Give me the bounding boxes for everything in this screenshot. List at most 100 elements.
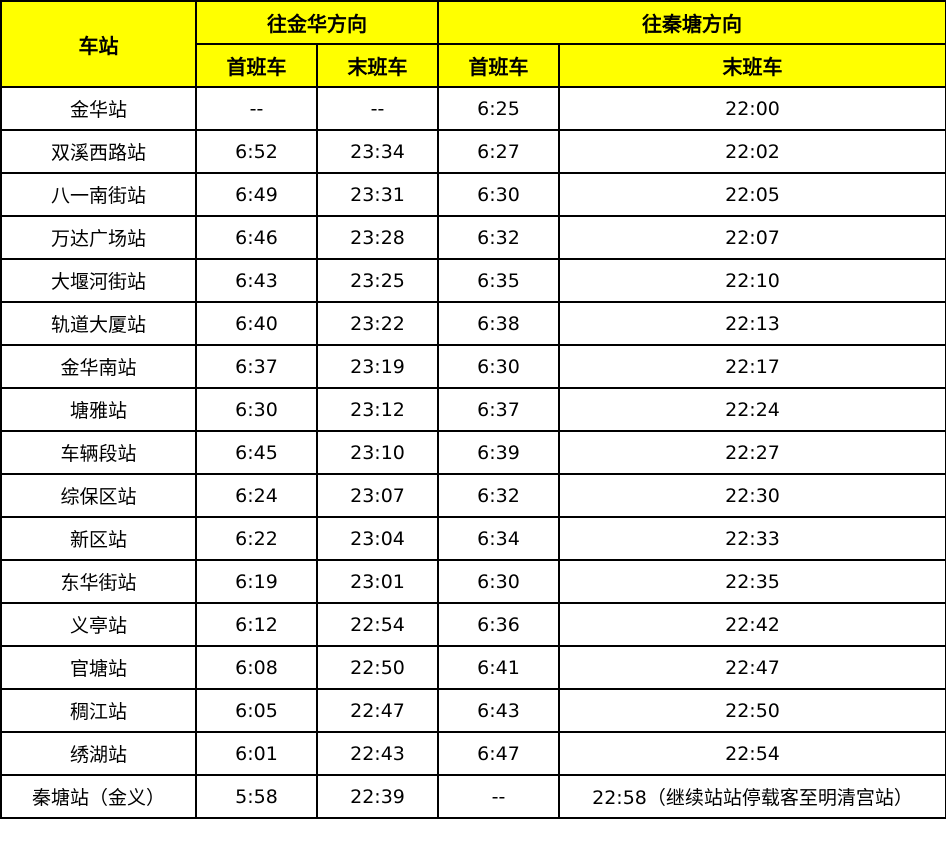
station-name: 轨道大厦站 — [0, 301, 197, 346]
qintang-first-train: 6:41 — [437, 645, 560, 690]
jinhua-last-train: 22:54 — [316, 602, 439, 647]
qintang-last-train: 22:24 — [558, 387, 946, 432]
table-row: 新区站 6:22 23:04 6:34 22:33 — [0, 516, 946, 561]
table-row: 八一南街站 6:49 23:31 6:30 22:05 — [0, 172, 946, 217]
station-name: 义亭站 — [0, 602, 197, 647]
jinhua-last-train: 23:34 — [316, 129, 439, 174]
qintang-first-train: 6:47 — [437, 731, 560, 776]
jinhua-last-train: 23:10 — [316, 430, 439, 475]
qintang-first-train: 6:30 — [437, 559, 560, 604]
qintang-last-train: 22:30 — [558, 473, 946, 518]
table-row: 车辆段站 6:45 23:10 6:39 22:27 — [0, 430, 946, 475]
station-name: 大堰河街站 — [0, 258, 197, 303]
jinhua-last-train: 23:28 — [316, 215, 439, 260]
qintang-last-train: 22:33 — [558, 516, 946, 561]
station-name: 东华街站 — [0, 559, 197, 604]
station-name: 综保区站 — [0, 473, 197, 518]
qintang-first-train: 6:27 — [437, 129, 560, 174]
qintang-last-train: 22:07 — [558, 215, 946, 260]
jinhua-last-train: 22:47 — [316, 688, 439, 733]
qintang-first-train: 6:38 — [437, 301, 560, 346]
station-name: 金华南站 — [0, 344, 197, 389]
jinhua-last-train: 23:19 — [316, 344, 439, 389]
station-name: 万达广场站 — [0, 215, 197, 260]
qintang-last-train: 22:05 — [558, 172, 946, 217]
qintang-first-train: 6:32 — [437, 473, 560, 518]
station-name: 秦塘站（金义） — [0, 774, 197, 819]
table-row: 官塘站 6:08 22:50 6:41 22:47 — [0, 645, 946, 690]
qintang-last-train: 22:00 — [558, 86, 946, 131]
jinhua-first-train: 6:40 — [195, 301, 318, 346]
qintang-last-train: 22:54 — [558, 731, 946, 776]
jinhua-first-train: 6:49 — [195, 172, 318, 217]
station-name: 双溪西路站 — [0, 129, 197, 174]
jinhua-last-train: 23:04 — [316, 516, 439, 561]
qintang-last-train: 22:47 — [558, 645, 946, 690]
jinhua-first-train: 6:52 — [195, 129, 318, 174]
header-direction-qintang: 往秦塘方向 — [437, 0, 946, 45]
qintang-last-train: 22:17 — [558, 344, 946, 389]
station-name: 官塘站 — [0, 645, 197, 690]
qintang-first-train: 6:35 — [437, 258, 560, 303]
qintang-first-train: 6:43 — [437, 688, 560, 733]
table-row: 秦塘站（金义） 5:58 22:39 -- 22:58（继续站站停载客至明清宫站） — [0, 774, 946, 819]
station-name: 塘雅站 — [0, 387, 197, 432]
qintang-last-train: 22:27 — [558, 430, 946, 475]
jinhua-last-train: 23:01 — [316, 559, 439, 604]
table-row: 万达广场站 6:46 23:28 6:32 22:07 — [0, 215, 946, 260]
station-name: 金华站 — [0, 86, 197, 131]
qintang-last-train: 22:10 — [558, 258, 946, 303]
header-jinhua-first: 首班车 — [195, 43, 318, 88]
header-qintang-last: 末班车 — [558, 43, 946, 88]
table-row: 东华街站 6:19 23:01 6:30 22:35 — [0, 559, 946, 604]
table-row: 稠江站 6:05 22:47 6:43 22:50 — [0, 688, 946, 733]
jinhua-last-train: 22:39 — [316, 774, 439, 819]
header-direction-jinhua: 往金华方向 — [195, 0, 439, 45]
jinhua-first-train: 5:58 — [195, 774, 318, 819]
qintang-first-train: 6:37 — [437, 387, 560, 432]
table-row: 金华站 -- -- 6:25 22:00 — [0, 86, 946, 131]
qintang-last-train: 22:35 — [558, 559, 946, 604]
jinhua-last-train: 22:43 — [316, 731, 439, 776]
jinhua-first-train: 6:46 — [195, 215, 318, 260]
jinhua-last-train: 23:12 — [316, 387, 439, 432]
station-name: 绣湖站 — [0, 731, 197, 776]
jinhua-last-train: 23:31 — [316, 172, 439, 217]
table-row: 轨道大厦站 6:40 23:22 6:38 22:13 — [0, 301, 946, 346]
table-row: 绣湖站 6:01 22:43 6:47 22:54 — [0, 731, 946, 776]
qintang-first-train: 6:36 — [437, 602, 560, 647]
qintang-first-train: 6:32 — [437, 215, 560, 260]
qintang-first-train: 6:34 — [437, 516, 560, 561]
timetable: 车站 往金华方向 往秦塘方向 首班车 末班车 首班车 末班车 金华站 -- -- 6:… — [0, 0, 946, 819]
jinhua-first-train: 6:24 — [195, 473, 318, 518]
station-name: 稠江站 — [0, 688, 197, 733]
table-row: 综保区站 6:24 23:07 6:32 22:30 — [0, 473, 946, 518]
jinhua-last-train: 23:25 — [316, 258, 439, 303]
jinhua-first-train: 6:08 — [195, 645, 318, 690]
jinhua-first-train: 6:12 — [195, 602, 318, 647]
table-row: 金华南站 6:37 23:19 6:30 22:17 — [0, 344, 946, 389]
table-row: 义亭站 6:12 22:54 6:36 22:42 — [0, 602, 946, 647]
jinhua-first-train: 6:43 — [195, 258, 318, 303]
jinhua-last-train: -- — [316, 86, 439, 131]
qintang-first-train: 6:30 — [437, 172, 560, 217]
station-name: 新区站 — [0, 516, 197, 561]
station-name: 八一南街站 — [0, 172, 197, 217]
jinhua-first-train: -- — [195, 86, 318, 131]
qintang-last-train: 22:50 — [558, 688, 946, 733]
jinhua-first-train: 6:45 — [195, 430, 318, 475]
header-jinhua-last: 末班车 — [316, 43, 439, 88]
jinhua-last-train: 23:22 — [316, 301, 439, 346]
jinhua-first-train: 6:37 — [195, 344, 318, 389]
qintang-last-train: 22:42 — [558, 602, 946, 647]
qintang-first-train: 6:39 — [437, 430, 560, 475]
qintang-first-train: -- — [437, 774, 560, 819]
jinhua-first-train: 6:30 — [195, 387, 318, 432]
jinhua-last-train: 22:50 — [316, 645, 439, 690]
qintang-last-train: 22:58（继续站站停载客至明清宫站） — [558, 774, 946, 819]
table-row: 大堰河街站 6:43 23:25 6:35 22:10 — [0, 258, 946, 303]
header-qintang-first: 首班车 — [437, 43, 560, 88]
qintang-first-train: 6:25 — [437, 86, 560, 131]
jinhua-first-train: 6:19 — [195, 559, 318, 604]
header-station: 车站 — [0, 0, 197, 88]
